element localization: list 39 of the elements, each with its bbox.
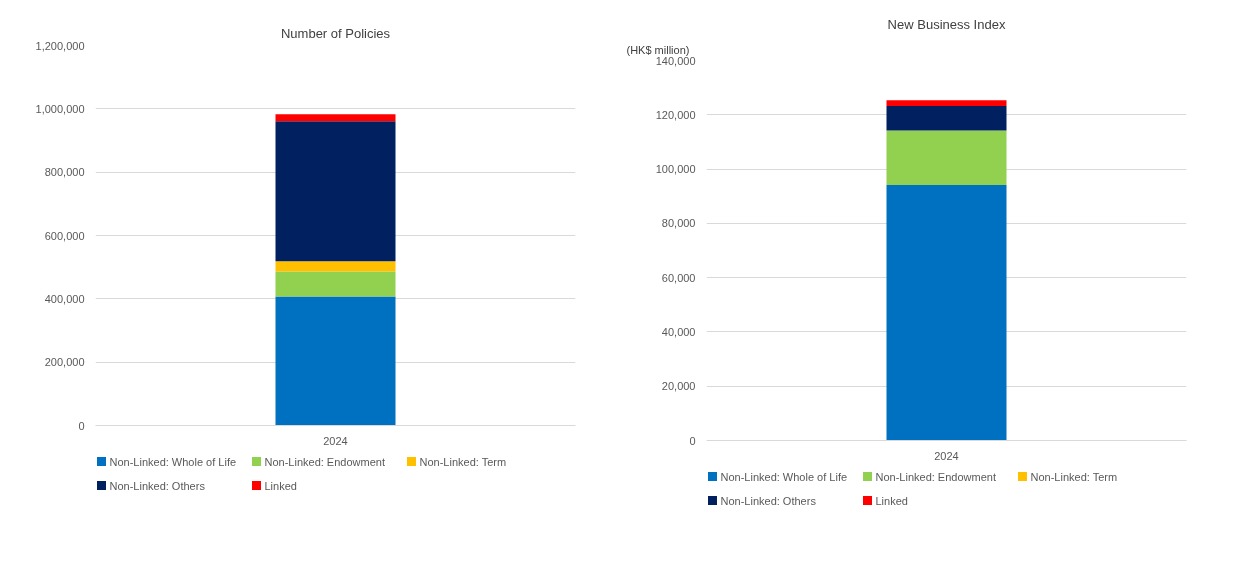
legend-label: Non-Linked: Others [109,479,206,492]
y-tick-label: 1,200,000 [35,39,85,52]
legend-label: Non-Linked: Others [720,494,817,507]
y-tick-label: 120,000 [655,108,696,121]
bar [275,261,396,272]
legend-label: Non-Linked: Term [419,455,507,468]
bar [886,185,1007,441]
legend-label: Linked [264,479,297,492]
bar [275,114,396,122]
y-tick-label: 0 [689,434,696,447]
y-tick-label: 80,000 [661,217,696,230]
bar [275,121,396,262]
bar [275,296,396,426]
legend-label: Non-Linked: Endowment [264,455,385,468]
x-tick-label: 2024 [323,434,348,447]
y-tick-label: 200,000 [44,356,85,369]
y-tick-label: 600,000 [44,229,85,242]
bar [886,100,1007,107]
bar [886,106,1007,131]
y-tick-label: 40,000 [661,325,696,338]
x-tick-label: 2024 [934,449,959,462]
y-tick-label: 800,000 [44,166,85,179]
legend-label: Non-Linked: Whole of Life [109,455,237,468]
bar [275,271,396,297]
y-tick-label: 0 [78,419,85,432]
y-tick-label: 60,000 [661,271,696,284]
legend-label: Non-Linked: Whole of Life [720,470,848,483]
chart-title: New Business Index [887,16,1006,32]
y-axis-title: (HK$ million) [626,43,690,56]
y-tick-label: 1,000,000 [35,102,85,115]
y-tick-label: 140,000 [655,54,696,67]
legend-label: Non-Linked: Term [1030,470,1118,483]
y-tick-label: 100,000 [655,163,696,176]
y-tick-label: 400,000 [44,292,85,305]
y-tick-label: 20,000 [661,380,696,393]
legend-label: Non-Linked: Endowment [875,470,996,483]
bar [886,130,1007,186]
chart-title: Number of Policies [280,25,391,41]
legend-label: Linked [875,494,908,507]
